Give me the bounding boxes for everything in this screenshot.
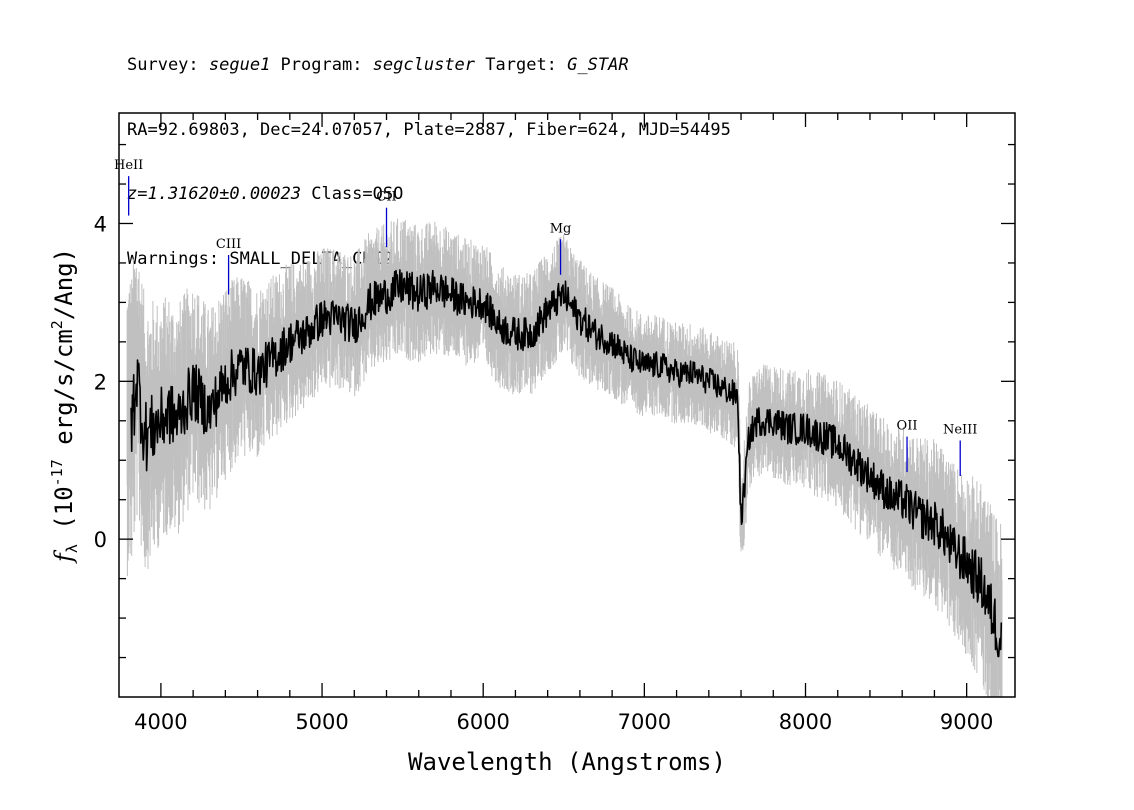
emission-line-heii: HeII [114, 158, 143, 216]
x-tick-label: 9000 [940, 710, 993, 734]
emission-line-markers: HeII CIII CII Mg OII NeIII [114, 158, 977, 477]
emission-line-label: HeII [114, 158, 143, 173]
emission-line-label: OII [897, 419, 918, 434]
emission-line-mg: Mg [550, 221, 572, 275]
header-line-coordinates: RA=92.69803, Dec=24.07057, Plate=2887, F… [127, 119, 731, 140]
y-tick-label: 0 [94, 528, 107, 552]
flux-line [130, 269, 1003, 658]
y-tick-label: 2 [94, 370, 107, 394]
emission-line-ciii: CIII [216, 237, 241, 295]
survey-label: Survey: [127, 55, 209, 75]
redshift-value: z=1.31620±0.00023 [127, 184, 301, 204]
program-label: Program: [270, 55, 373, 75]
x-tick-label: 4000 [134, 710, 187, 734]
x-tick-label: 5000 [295, 710, 348, 734]
target-label: Target: [475, 55, 568, 75]
header-line-redshift: z=1.31620±0.00023 Class=QSO [127, 184, 731, 206]
emission-line-label: CII [376, 190, 396, 205]
program-value: segcluster [372, 55, 476, 75]
axis-ticks: 4000 5000 6000 7000 8000 9000 0 2 4 [94, 113, 1015, 734]
spectrum-header: Survey: segue1 Program: segcluster Targe… [127, 12, 731, 292]
emission-line-label: Mg [550, 221, 572, 236]
emission-line-label: NeIII [943, 423, 977, 438]
y-tick-label: 4 [94, 212, 107, 236]
class-value: Class=QSO [301, 184, 404, 204]
header-line-survey: Survey: segue1 Program: segcluster Targe… [127, 55, 731, 77]
emission-line-label: CIII [216, 237, 241, 252]
x-tick-label: 8000 [779, 710, 832, 734]
emission-line-neiii: NeIII [943, 423, 977, 477]
x-tick-label: 7000 [618, 710, 671, 734]
header-line-warnings: Warnings: SMALL_DELTA_CHI2 [127, 248, 394, 269]
x-axis-label: Wavelength (Angstroms) [408, 748, 726, 776]
flux-layer [130, 269, 1003, 658]
plot-frame [118, 112, 1016, 698]
emission-line-cii: CII [376, 190, 397, 248]
x-tick-label: 6000 [456, 710, 509, 734]
y-axis-label: fλ (10-17 erg/s/cm2/Ang) [48, 248, 81, 564]
survey-value: segue1 [208, 55, 271, 75]
emission-line-oii: OII [897, 419, 918, 473]
target-value: G_STAR [567, 55, 629, 75]
